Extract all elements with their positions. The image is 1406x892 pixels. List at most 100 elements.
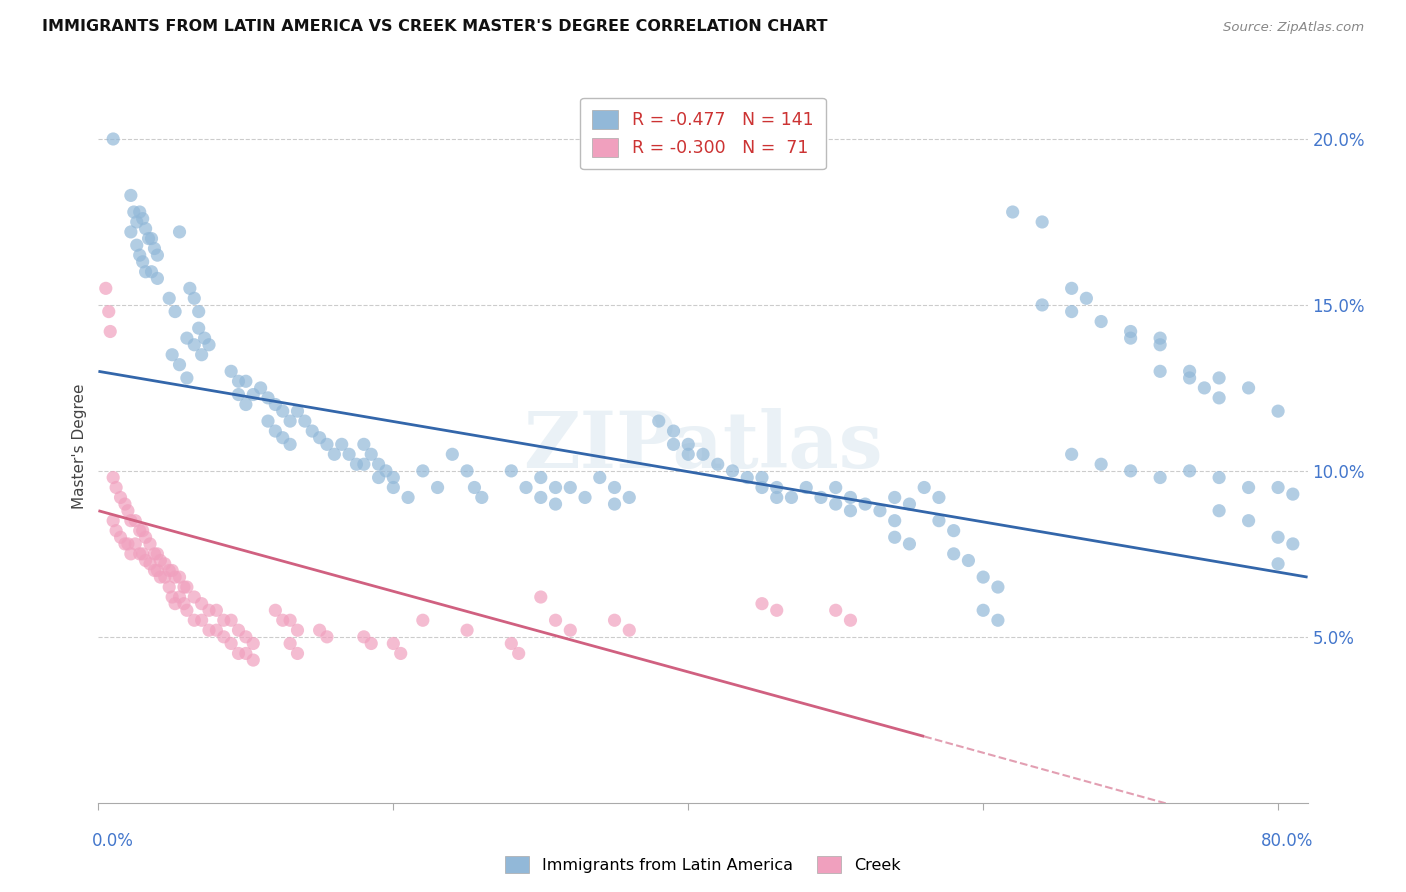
Point xyxy=(765,481,787,495)
Point xyxy=(120,514,142,528)
Point xyxy=(153,557,176,571)
Text: 80.0%: 80.0% xyxy=(1261,831,1313,849)
Point xyxy=(662,424,685,438)
Point xyxy=(942,547,965,561)
Point xyxy=(228,374,250,388)
Point xyxy=(257,414,280,428)
Point xyxy=(124,537,146,551)
Point xyxy=(456,464,478,478)
Point xyxy=(194,331,217,345)
Point xyxy=(94,281,117,295)
Point xyxy=(463,481,485,495)
Point xyxy=(249,381,271,395)
Point xyxy=(972,603,994,617)
Point xyxy=(165,570,187,584)
Point xyxy=(228,387,250,401)
Point xyxy=(120,225,142,239)
Point xyxy=(131,547,153,561)
Legend: Immigrants from Latin America, Creek: Immigrants from Latin America, Creek xyxy=(499,849,907,880)
Point xyxy=(765,603,787,617)
Point xyxy=(128,248,150,262)
Point xyxy=(1090,314,1112,328)
Point xyxy=(143,564,166,578)
Text: 0.0%: 0.0% xyxy=(93,831,134,849)
Point xyxy=(169,225,191,239)
Point xyxy=(205,624,228,638)
Point xyxy=(1282,487,1305,501)
Point xyxy=(824,603,846,617)
Point xyxy=(1178,464,1201,478)
Point xyxy=(183,291,205,305)
Point xyxy=(353,457,375,471)
Point xyxy=(501,636,523,650)
Point xyxy=(337,447,360,461)
Point xyxy=(839,491,862,505)
Point xyxy=(530,590,553,604)
Point xyxy=(198,603,221,617)
Point xyxy=(110,491,132,505)
Point xyxy=(1237,381,1260,395)
Point xyxy=(678,447,700,461)
Point xyxy=(128,524,150,538)
Point xyxy=(264,424,287,438)
Point xyxy=(957,553,980,567)
Point xyxy=(169,358,191,372)
Point xyxy=(278,437,301,451)
Point xyxy=(560,481,582,495)
Point xyxy=(101,132,124,146)
Point xyxy=(146,271,169,285)
Point xyxy=(219,636,242,650)
Point xyxy=(157,580,180,594)
Point xyxy=(839,613,862,627)
Point xyxy=(146,547,169,561)
Point xyxy=(117,537,139,551)
Point xyxy=(235,374,257,388)
Point xyxy=(105,481,128,495)
Point xyxy=(242,653,264,667)
Point xyxy=(141,231,163,245)
Point xyxy=(278,636,301,650)
Point xyxy=(1090,457,1112,471)
Point xyxy=(101,514,124,528)
Point xyxy=(412,613,434,627)
Point xyxy=(1267,404,1289,418)
Point xyxy=(149,570,172,584)
Point xyxy=(648,414,671,428)
Point xyxy=(190,348,212,362)
Point xyxy=(898,497,921,511)
Point xyxy=(183,338,205,352)
Point xyxy=(987,580,1010,594)
Point xyxy=(1119,464,1142,478)
Point xyxy=(382,481,405,495)
Point xyxy=(456,624,478,638)
Point xyxy=(1267,481,1289,495)
Point xyxy=(530,470,553,484)
Point xyxy=(264,397,287,411)
Point xyxy=(125,238,148,252)
Point xyxy=(678,437,700,451)
Point xyxy=(205,603,228,617)
Point xyxy=(257,391,280,405)
Point xyxy=(515,481,537,495)
Point xyxy=(1208,371,1230,385)
Point xyxy=(824,481,846,495)
Point xyxy=(1267,530,1289,544)
Point xyxy=(1208,470,1230,484)
Point xyxy=(97,304,120,318)
Point xyxy=(375,464,398,478)
Point xyxy=(883,530,905,544)
Point xyxy=(389,647,412,661)
Point xyxy=(198,624,221,638)
Point xyxy=(883,491,905,505)
Point xyxy=(128,205,150,219)
Point xyxy=(198,338,221,352)
Point xyxy=(412,464,434,478)
Point xyxy=(173,597,195,611)
Point xyxy=(751,470,773,484)
Point xyxy=(122,205,145,219)
Point xyxy=(1208,504,1230,518)
Point xyxy=(190,597,212,611)
Point xyxy=(271,404,294,418)
Point xyxy=(101,470,124,484)
Point xyxy=(1149,470,1171,484)
